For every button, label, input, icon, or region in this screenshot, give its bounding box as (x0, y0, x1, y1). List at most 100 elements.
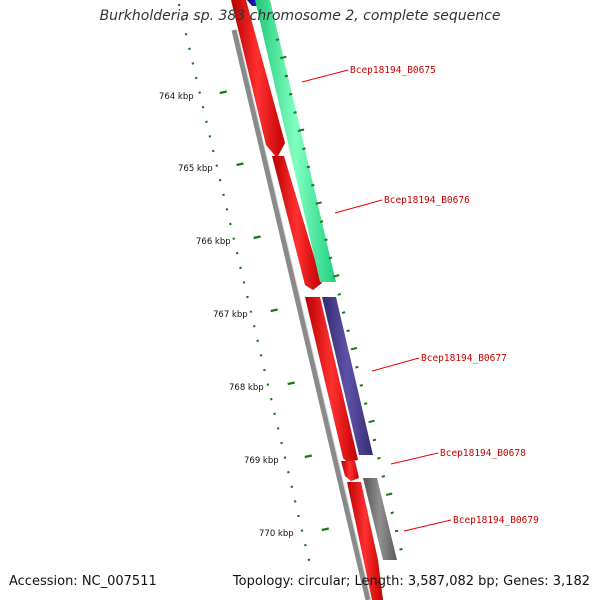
ruler-minor-tick (205, 120, 208, 124)
track-tick (293, 111, 297, 114)
cds-track-red (231, 0, 383, 600)
ruler-minor-tick (191, 62, 195, 65)
ruler-minor-tick (222, 193, 225, 197)
ruler-major-tick (253, 235, 261, 240)
ruler-major-tick (219, 90, 227, 95)
ruler-minor-tick (232, 237, 236, 240)
ruler-minor-tick (211, 149, 215, 153)
ruler-minor-tick (276, 427, 280, 430)
track-tick (381, 475, 386, 478)
track-tick (394, 529, 399, 533)
ruler-minor-tick (252, 324, 256, 328)
track-tick (390, 511, 394, 515)
track-tick (306, 165, 311, 169)
track-tick (350, 346, 358, 351)
track-tick (377, 456, 381, 460)
ruler-minor-tick (259, 354, 263, 357)
ruler-minor-tick (246, 295, 249, 299)
ruler-major-tick (321, 527, 330, 532)
accession-text: Accession: NC_007511 (9, 574, 157, 589)
ruler-label-767: 767 kbp (213, 310, 248, 320)
gene-track (247, 0, 397, 560)
track-tick (399, 547, 403, 551)
ruler-minor-tick (181, 18, 184, 21)
track-tick (297, 128, 305, 132)
ruler-minor-tick (263, 368, 266, 372)
track-tick (368, 419, 375, 424)
ruler-minor-tick (283, 456, 287, 459)
gene-bcep18194-b0679 (363, 478, 397, 560)
ruler-minor-tick (290, 485, 294, 489)
map-title: Burkholderia sp. 383 chromosome 2, compl… (99, 8, 501, 24)
ruler-major-tick (236, 162, 244, 167)
ruler-minor-tick (300, 529, 304, 532)
ruler-label-764: 764 kbp (159, 92, 194, 102)
track-tick (337, 293, 341, 296)
ruler-minor-tick (249, 310, 253, 313)
track-minor-ticks (275, 38, 403, 551)
ruler-minor-tick (235, 251, 239, 255)
track-tick (372, 438, 377, 442)
track-tick (324, 238, 328, 242)
ruler-minor-tick (242, 281, 246, 284)
track-tick (328, 256, 333, 260)
gene-label[interactable]: Bcep18194_B0679 (453, 515, 539, 526)
ruler-minor-tick (218, 178, 222, 182)
gene-label[interactable]: Bcep18194_B0677 (421, 353, 507, 364)
ruler-minor-tick (188, 47, 191, 51)
ruler-labels: 764 kbp 765 kbp 766 kbp 767 kbp 768 kbp … (159, 92, 294, 539)
ruler-minor-tick (225, 208, 229, 211)
ruler-minor-tick (215, 164, 219, 167)
ruler-minor-tick (208, 135, 212, 138)
track-tick (359, 384, 364, 387)
ruler-minor-tick (256, 339, 259, 343)
ruler-label-770: 770 kbp (259, 529, 294, 539)
ruler-major-tick (270, 308, 278, 313)
ruler-minor-tick (307, 558, 311, 562)
ruler-minor-tick (297, 514, 300, 518)
ruler-minor-tick (198, 91, 201, 94)
ruler-major-ticks (219, 90, 330, 532)
gene-label[interactable]: Bcep18194_B0678 (440, 448, 526, 459)
track-tick (346, 329, 350, 333)
gene-label[interactable]: Bcep18194_B0676 (384, 195, 470, 206)
track-tick (280, 55, 287, 60)
ruler-label-766: 766 kbp (196, 237, 231, 247)
ruler-major-tick (304, 454, 313, 459)
track-tick (319, 220, 324, 223)
ruler-minor-tick (280, 441, 283, 445)
ruler-label-768: 768 kbp (229, 383, 264, 393)
ruler-major-tick (287, 381, 295, 386)
track-tick (284, 74, 289, 78)
track-tick (302, 147, 306, 151)
gene-labels: Bcep18194_B0675 Bcep18194_B0676 Bcep1819… (350, 65, 539, 526)
track-tick (355, 365, 359, 369)
ruler-minor-tick (266, 383, 270, 386)
track-tick (341, 311, 346, 314)
ruler-minor-tick (269, 397, 273, 401)
track-tick (363, 402, 368, 405)
gene-label[interactable]: Bcep18194_B0675 (350, 65, 436, 76)
topology-summary: Topology: circular; Length: 3,587,082 bp… (232, 574, 590, 589)
ruler-minor-tick (273, 412, 276, 416)
gene-bcep18194-b0675 (255, 0, 336, 282)
sequence-backbone (231, 29, 372, 600)
ruler-minor-tick (239, 266, 242, 270)
ruler-label-769: 769 kbp (244, 456, 279, 466)
gene-label-leaders (301, 69, 452, 532)
ruler-minor-tick (177, 3, 181, 7)
ruler-minor-tick (287, 470, 290, 474)
ruler-minor-tick (293, 500, 297, 503)
track-tick (311, 183, 315, 187)
track-tick (288, 92, 293, 96)
track-tick (275, 38, 280, 41)
ruler-label-765: 765 kbp (178, 164, 213, 174)
ruler-minor-tick (194, 76, 198, 80)
track-tick (315, 201, 322, 205)
ruler-minor-tick (229, 222, 232, 226)
ruler-minor-tick (304, 543, 307, 547)
ruler-minor-tick (184, 32, 188, 36)
ruler-minor-ticks (177, 3, 311, 562)
gene-bcep18194-b0677 (322, 297, 373, 455)
